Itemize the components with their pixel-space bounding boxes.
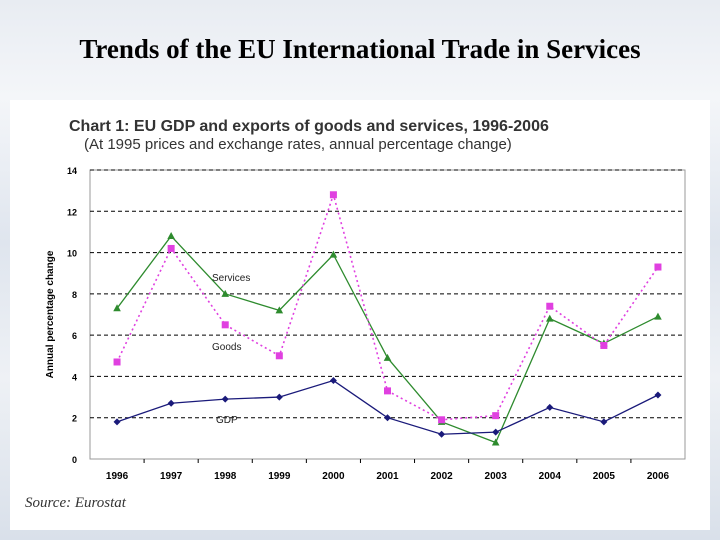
slide-title: Trends of the EU International Trade in … (79, 34, 641, 64)
data-point-services (113, 304, 121, 312)
data-point-goods (167, 244, 175, 252)
y-tick-label: 12 (67, 207, 77, 217)
series-label-gdp: GDP (216, 415, 238, 426)
chart-subtitle: (At 1995 prices and exchange rates, annu… (84, 136, 512, 153)
data-point-services (383, 353, 392, 361)
y-tick-label: 10 (67, 249, 77, 259)
y-tick-label: 8 (72, 290, 77, 300)
series-label-goods: Goods (212, 342, 241, 353)
x-tick-label: 1999 (268, 471, 291, 482)
y-tick-label: 4 (72, 372, 77, 382)
y-tick-label: 2 (72, 414, 77, 424)
data-point-gdp (438, 430, 446, 438)
data-point-goods (384, 387, 391, 395)
data-point-gdp (329, 377, 337, 385)
data-point-gdp (654, 391, 662, 399)
data-point-gdp (492, 428, 500, 436)
chart-panel: Chart 1: EU GDP and exports of goods and… (10, 100, 710, 530)
series-line-services (116, 235, 659, 444)
data-point-goods (654, 263, 662, 271)
x-tick-label: 1998 (214, 471, 237, 482)
series-line-goods (116, 192, 659, 421)
data-point-goods (600, 341, 608, 349)
y-axis-label: Annual percentage change (45, 250, 56, 378)
x-tick-label: 2005 (593, 471, 616, 482)
data-point-services (491, 438, 500, 446)
y-tick-label: 6 (72, 331, 77, 341)
data-point-services (167, 232, 175, 240)
series-label-services: Services (212, 273, 250, 284)
data-point-services (275, 306, 284, 314)
data-point-goods (275, 352, 283, 360)
data-point-gdp (546, 403, 554, 411)
y-tick-label: 14 (67, 166, 77, 176)
source-note: Source: Eurostat (25, 495, 126, 511)
data-point-gdp (384, 414, 391, 422)
y-tick-label: 0 (72, 455, 77, 465)
data-point-services (654, 312, 662, 320)
chart-title: Chart 1: EU GDP and exports of goods and… (69, 118, 549, 135)
data-point-goods (329, 191, 337, 199)
data-point-goods (492, 412, 500, 420)
x-tick-label: 2006 (647, 471, 670, 482)
data-point-services (221, 289, 230, 297)
x-tick-label: 2001 (376, 471, 399, 482)
data-point-services (329, 250, 338, 258)
x-tick-label: 1996 (106, 471, 129, 482)
data-point-goods (113, 358, 121, 366)
data-point-gdp (167, 399, 175, 407)
x-tick-label: 1997 (160, 471, 183, 482)
line-chart: Chart 1: EU GDP and exports of goods and… (45, 118, 686, 482)
data-point-gdp (221, 395, 229, 403)
x-tick-label: 2003 (485, 471, 508, 482)
data-point-gdp (600, 418, 608, 426)
x-tick-label: 2000 (322, 471, 345, 482)
x-tick-label: 2004 (539, 471, 562, 482)
x-tick-label: 2002 (430, 471, 453, 482)
data-point-gdp (275, 393, 283, 401)
data-point-goods (438, 416, 446, 424)
data-point-goods (221, 321, 229, 329)
data-point-gdp (113, 418, 121, 426)
data-point-goods (546, 302, 554, 310)
data-point-services (545, 314, 554, 322)
